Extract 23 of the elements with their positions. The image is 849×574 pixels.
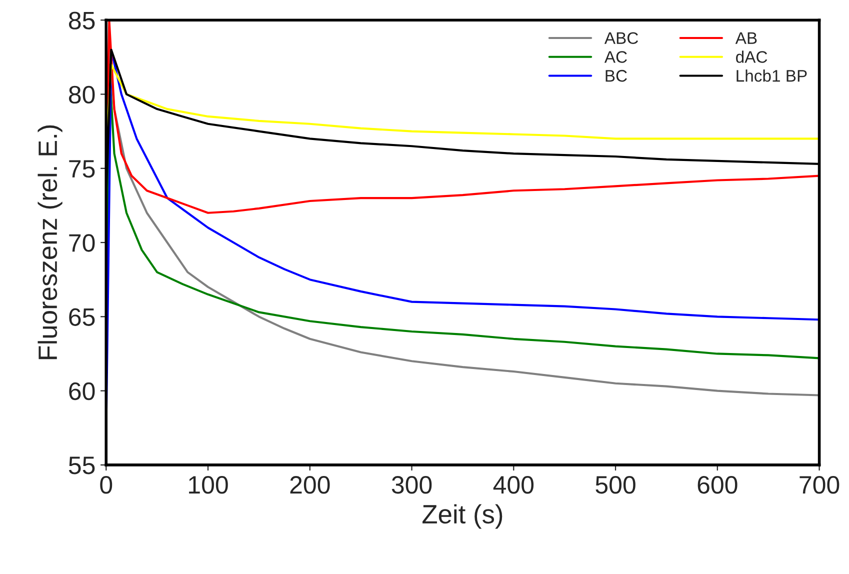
y-axis-title: Fluoreszenz (rel. E.) xyxy=(38,125,62,360)
x-tick-label: 300 xyxy=(392,476,432,494)
legend-label: dAC xyxy=(736,50,768,63)
x-tick-label: 200 xyxy=(290,476,330,494)
x-tick-label: 700 xyxy=(800,476,840,494)
x-axis-title: Zeit (s) xyxy=(422,504,502,529)
legend-label: AC xyxy=(604,51,627,63)
legend-label: BC xyxy=(606,70,627,82)
x-tick-label: 0 xyxy=(100,476,112,494)
y-tick-label: 85 xyxy=(68,12,95,30)
x-tick-label: 400 xyxy=(493,476,534,494)
legend-label: Lhcb1 BP xyxy=(736,69,807,82)
x-tick-label: 500 xyxy=(596,476,636,494)
y-tick-label: 55 xyxy=(68,456,95,474)
legend-label: AB xyxy=(735,32,757,44)
y-tick-label: 80 xyxy=(68,86,95,104)
legend-label: ABC xyxy=(604,32,638,44)
y-tick-label: 60 xyxy=(69,382,95,400)
x-tick-label: 600 xyxy=(698,476,738,494)
x-tick-label: 100 xyxy=(189,476,228,494)
y-tick-label: 70 xyxy=(69,234,95,252)
y-tick-label: 75 xyxy=(69,160,95,178)
y-tick-label: 65 xyxy=(69,308,95,326)
